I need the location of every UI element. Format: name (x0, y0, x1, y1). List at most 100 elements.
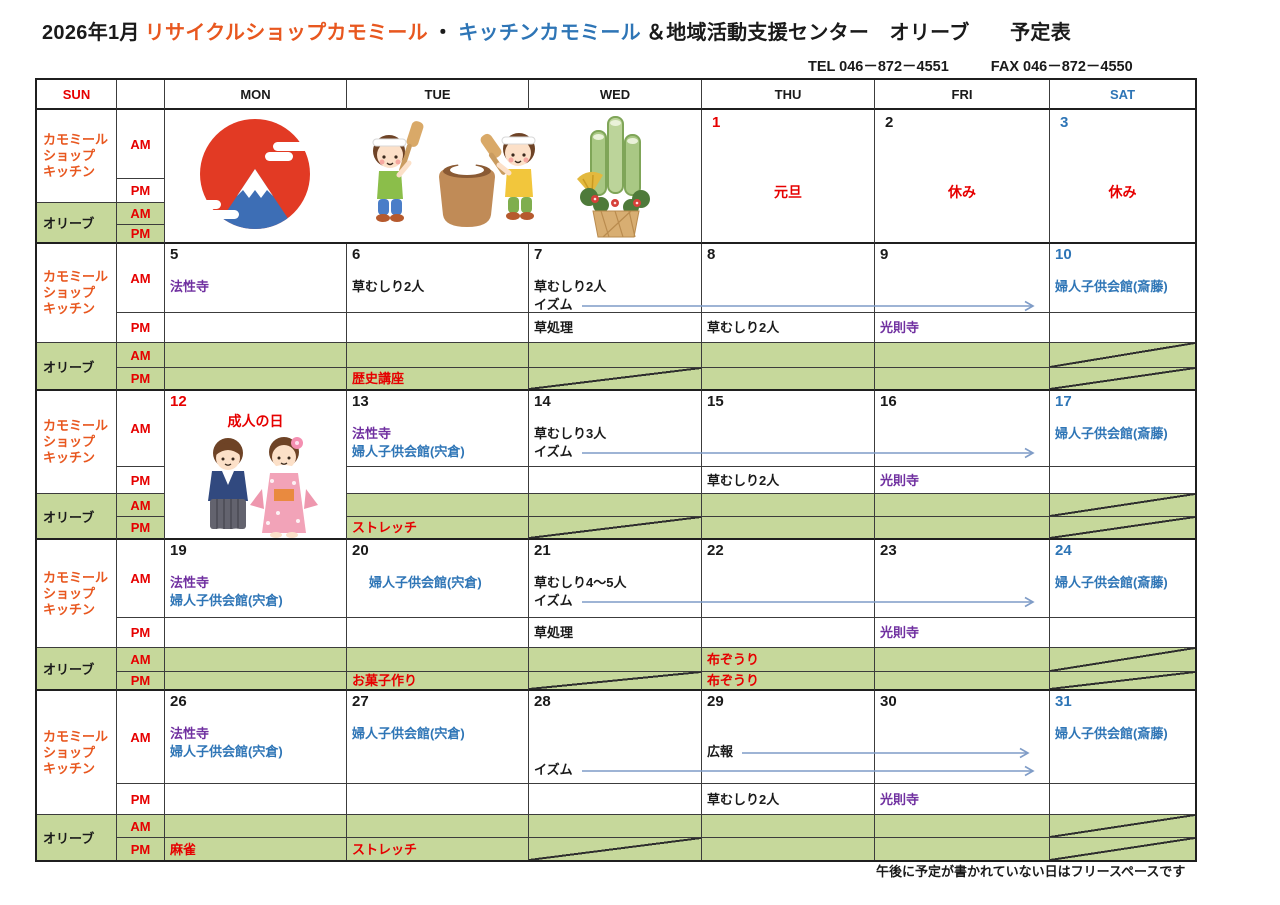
row-label-chamomile: カモミール ショップ キッチン (37, 391, 117, 494)
schedule-entry-text: 光則寺 (880, 791, 920, 807)
am-content: 法性寺 婦人子供会館(宍倉) (165, 725, 346, 761)
day-number: 26 (170, 693, 187, 710)
schedule-entry-text: 草むしり4～5人 (534, 575, 627, 590)
schedule-entry-text: 法性寺 (170, 279, 210, 294)
header-mon: MON (165, 80, 347, 110)
schedule-entry: ストレッチ (347, 842, 417, 857)
schedule-entry: 婦人子供会館(宍倉) (165, 743, 346, 761)
ampm-label: AM (117, 815, 165, 838)
title-month: 2026年1月 (42, 22, 140, 44)
day-21-am-cell: 21 草むしり4～5人 イズム (529, 540, 1035, 618)
day-number: 19 (170, 542, 187, 559)
am-content: 草むしり3人 イズム (529, 425, 1035, 461)
ampm-label: PM (117, 467, 165, 494)
crossed-out-cell (1050, 672, 1195, 691)
schedule-entry-text: 光則寺 (880, 472, 920, 488)
schedule-entry-text: イズム (534, 762, 573, 777)
schedule-entry-text: 婦人子供会館(斎藤) (1055, 726, 1168, 741)
schedule-entry-text: 歴史講座 (352, 371, 405, 386)
schedule-entry: 歴史講座 (347, 371, 404, 386)
day-number: 16 (880, 393, 897, 410)
day-14-pm-cell (529, 467, 702, 494)
day-number: 15 (707, 393, 724, 410)
day-29-pm-cell: 草むしり2人 (702, 784, 875, 815)
continuation-arrow (581, 300, 1035, 311)
title-kitchen: キッチンカモミール (458, 22, 641, 44)
ampm-label: AM (117, 540, 165, 618)
schedule-entry (529, 725, 701, 743)
schedule-entry: 草むしり2人 (529, 278, 701, 296)
ampm-label: AM (117, 203, 165, 225)
olive-pm-cell (165, 672, 347, 691)
am-content: 婦人子供会館(宍倉) (347, 574, 528, 592)
day-23-am-cell: 23 (875, 540, 1050, 618)
schedule-entry-text: イズム (534, 593, 573, 608)
day-10-pm-cell (1050, 313, 1195, 343)
olive-pm-cell: お菓子作り (347, 672, 529, 691)
ampm-label: AM (117, 244, 165, 313)
calendar-grid: SUN MON TUE WED THU FRI SAT カモミール ショップ キッチン オリーブ… (35, 78, 1197, 862)
holiday-label: 成人の日 (227, 413, 284, 429)
row-label-chamomile: カモミール ショップ キッチン (37, 691, 117, 815)
coming-of-age-couple-illustration (207, 437, 318, 538)
olive-am-cell (875, 343, 1050, 368)
row-label-chamomile: カモミール ショップ キッチン (37, 244, 117, 343)
day-number: 12 (170, 393, 187, 410)
olive-am-cell (529, 648, 702, 672)
day-19-pm-cell (165, 618, 347, 648)
day-number: 8 (707, 246, 716, 263)
am-content: 草むしり2人 (347, 278, 528, 296)
olive-am-cell (529, 494, 702, 517)
day-9-am-cell: 9 (875, 244, 1050, 313)
day-number: 27 (352, 693, 369, 710)
day-number: 7 (534, 246, 543, 263)
schedule-entry: 麻雀 (165, 842, 196, 857)
fax-number: FAX 046－872－4550 (990, 59, 1133, 75)
day-28-am-cell: 28 イズム (529, 691, 1035, 784)
schedule-entry: 光則寺 (875, 473, 919, 488)
schedule-entry-text: イズム (534, 297, 573, 312)
header-tue: TUE (347, 80, 529, 110)
day-number: 1 (712, 114, 721, 131)
schedule-entry-text: 婦人子供会館(宍倉) (369, 575, 482, 590)
olive-am-cell (702, 494, 875, 517)
schedule-entry: イズム (529, 592, 1035, 610)
schedule-entry-text: ストレッチ (352, 520, 418, 535)
schedule-entry-text (534, 744, 538, 759)
schedule-entry: 草むしり2人 (347, 278, 528, 296)
day-number: 20 (352, 542, 369, 559)
schedule-entry-text: 草むしり2人 (707, 320, 780, 335)
title-separator: ・ (432, 22, 454, 44)
ampm-label: PM (117, 838, 165, 860)
schedule-entry-text: お菓子作り (352, 673, 418, 688)
ampm-label: AM (117, 343, 165, 368)
olive-am-cell (165, 648, 347, 672)
olive-am-cell (165, 343, 347, 368)
day-number: 17 (1055, 393, 1072, 410)
day-29-am-cell: 29 広報 (702, 691, 1030, 784)
header-thu: THU (702, 80, 875, 110)
am-content: 婦人子供会館(斎藤) (1050, 278, 1195, 296)
day-9-pm-cell: 光則寺 (875, 313, 1050, 343)
kadomatsu-illustration (577, 116, 650, 238)
title-rest: ＆地域活動支援センター オリーブ 予定表 (645, 22, 1072, 44)
crossed-out-cell (529, 838, 702, 860)
schedule-entry-text (534, 726, 538, 741)
holiday-label: 休み (948, 184, 976, 200)
crossed-out-cell (1050, 343, 1195, 368)
day-number: 21 (534, 542, 551, 559)
day-16-am-cell: 16 (875, 391, 1050, 467)
crossed-out-cell (1050, 838, 1195, 860)
day-number: 2 (885, 114, 894, 131)
row-label-chamomile-text: カモミール ショップ キッチン (43, 418, 109, 465)
day-number: 6 (352, 246, 361, 263)
day-27-pm-cell (347, 784, 529, 815)
olive-pm-cell: ストレッチ (347, 517, 529, 540)
olive-pm-cell: 麻雀 (165, 838, 347, 860)
am-content: 婦人子供会館(宍倉) (347, 725, 528, 743)
schedule-entry: 光則寺 (875, 625, 919, 640)
day-number: 9 (880, 246, 889, 263)
schedule-entry: 婦人子供会館(斎藤) (1050, 574, 1195, 592)
schedule-entry: 婦人子供会館(宍倉) (165, 592, 346, 610)
